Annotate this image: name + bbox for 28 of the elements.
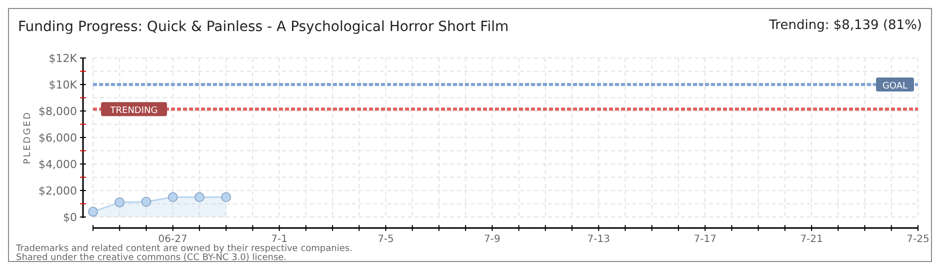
y-tick-label: $4,000 bbox=[38, 158, 77, 171]
x-tick-label: 7-5 bbox=[378, 234, 394, 245]
text: Trademarks and related content are owned by their respective companies. bbox=[15, 244, 352, 254]
y-tick-label: $0 bbox=[63, 211, 77, 224]
point bbox=[141, 196, 152, 207]
x-tick-label: 7-13 bbox=[587, 234, 610, 245]
y-tick-label: $8,000 bbox=[38, 105, 77, 118]
x-tick-label: 7-25 bbox=[906, 234, 930, 245]
y-axis-title: PLEDGED bbox=[23, 110, 33, 164]
y-tick-label: $12K bbox=[48, 52, 78, 65]
chart-subtitle: Trending: $8,139 (81%) bbox=[768, 18, 922, 33]
text: Shared under the creative commons (CC BY-NC 3.0) license. bbox=[16, 253, 287, 263]
x-tick-label: 7-17 bbox=[694, 234, 716, 245]
point bbox=[88, 206, 98, 217]
chart-title: Funding Progress: Quick & Painless - A Psychological Horror Short Film bbox=[18, 19, 509, 35]
y-tick-label: $6,000 bbox=[38, 132, 77, 144]
y-tick-label: $10K bbox=[48, 78, 78, 92]
x-tick-label: 7-1 bbox=[271, 234, 288, 245]
x-tick-label: 7-21 bbox=[800, 234, 823, 245]
x-tick-label: 06-27 bbox=[158, 234, 188, 245]
x-tick-label: 7-9 bbox=[484, 234, 500, 245]
ref-line-label: TRENDING bbox=[109, 106, 158, 116]
point bbox=[168, 192, 178, 202]
y-tick-label: $2,000 bbox=[38, 184, 77, 198]
point bbox=[221, 192, 232, 202]
ref-line-label: GOAL bbox=[882, 82, 908, 92]
point bbox=[194, 192, 204, 202]
point bbox=[114, 197, 125, 208]
